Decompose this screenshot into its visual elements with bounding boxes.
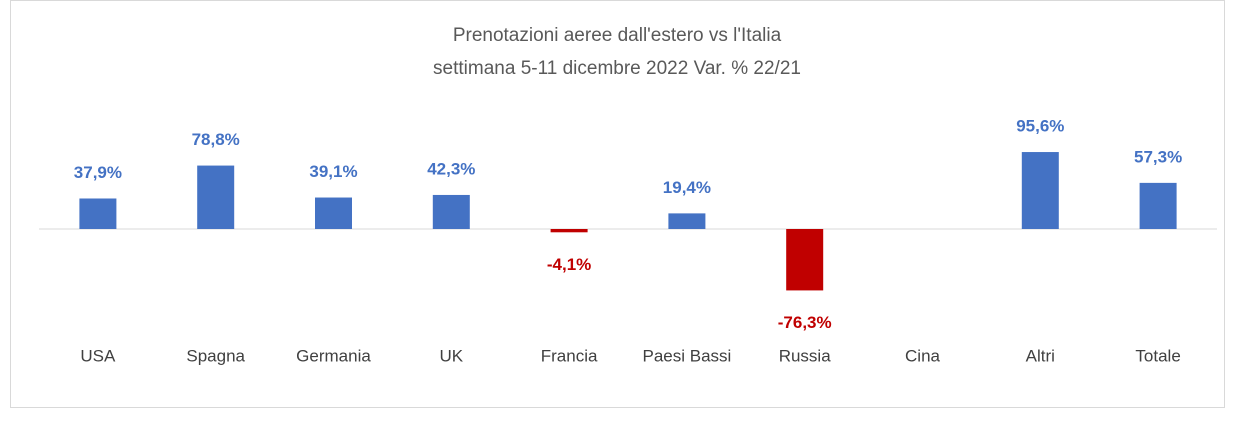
data-label: 19,4% [663, 178, 711, 197]
bar [1021, 152, 1059, 229]
bar [197, 165, 235, 229]
bar [550, 229, 588, 233]
x-tick-label: Paesi Bassi [642, 346, 731, 365]
bar [668, 213, 706, 229]
x-tick-label: USA [80, 346, 116, 365]
chart-title: Prenotazioni aeree dall'estero vs l'Ital… [453, 25, 782, 46]
bar [1139, 182, 1177, 229]
x-tick-label: Totale [1135, 346, 1180, 365]
data-label: 42,3% [427, 159, 475, 178]
x-tick-label: Francia [541, 346, 598, 365]
data-label: 57,3% [1134, 147, 1182, 166]
data-label: -76,3% [778, 313, 832, 332]
x-tick-label: Cina [905, 346, 941, 365]
data-label: 95,6% [1016, 117, 1064, 136]
x-tick-label: Russia [779, 346, 832, 365]
x-tick-label: Altri [1026, 346, 1055, 365]
x-tick-label: Spagna [186, 346, 245, 365]
data-label: -4,1% [547, 255, 591, 274]
bar [315, 197, 352, 229]
data-label: 37,9% [74, 163, 122, 182]
bar [432, 194, 470, 229]
data-label: 39,1% [309, 162, 357, 181]
x-tick-label: Germania [296, 346, 371, 365]
chart-subtitle: settimana 5-11 dicembre 2022 Var. % 22/2… [433, 58, 801, 79]
x-tick-label: UK [439, 346, 463, 365]
bar [786, 229, 824, 291]
bar [79, 198, 117, 229]
data-label: 78,8% [192, 130, 240, 149]
